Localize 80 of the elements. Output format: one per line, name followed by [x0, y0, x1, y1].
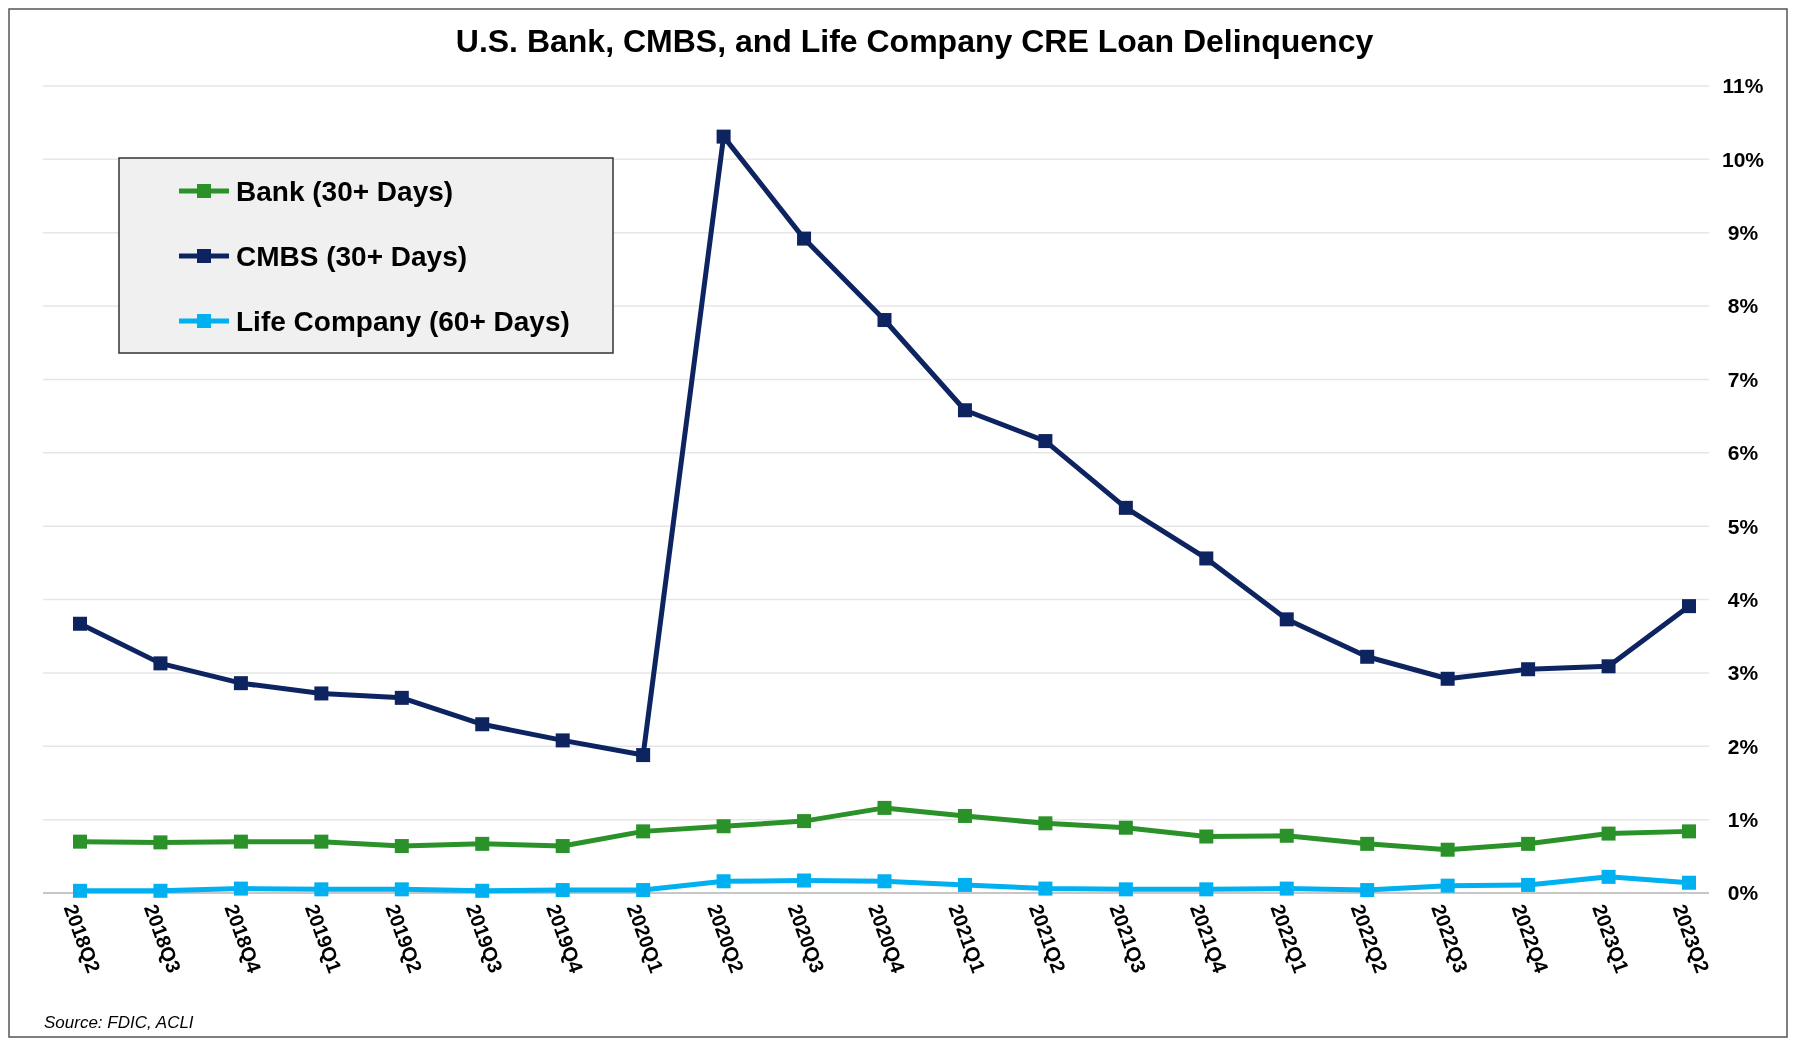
point [957, 877, 972, 892]
legend-label: CMBS (30+ Days) [236, 240, 468, 272]
point [1521, 836, 1536, 851]
point [877, 800, 892, 815]
y-tick-label: 9% [1727, 221, 1759, 245]
point [636, 748, 651, 763]
point [1601, 826, 1616, 841]
point [877, 874, 892, 889]
point [233, 881, 248, 896]
y-tick-label: 1% [1727, 807, 1759, 831]
point [1038, 434, 1053, 449]
point [1521, 877, 1536, 892]
y-tick-label: 8% [1727, 294, 1759, 318]
point [153, 883, 168, 898]
y-tick-label: 3% [1727, 661, 1759, 685]
point [394, 882, 409, 897]
point [1440, 671, 1455, 686]
legend-label: Bank (30+ Days) [236, 175, 454, 207]
point [233, 834, 248, 849]
y-tick-label: 5% [1727, 514, 1759, 538]
point [233, 676, 248, 691]
point [797, 231, 812, 246]
point [394, 690, 409, 705]
point [1279, 828, 1294, 843]
point [716, 819, 731, 834]
point [1118, 500, 1133, 515]
point [636, 883, 651, 898]
point [716, 129, 731, 144]
point [153, 656, 168, 671]
point [797, 873, 812, 888]
point [555, 839, 570, 854]
point [1360, 649, 1375, 664]
point [1601, 659, 1616, 674]
point [1601, 869, 1616, 884]
point [636, 824, 651, 839]
point [153, 835, 168, 850]
y-tick-label: 10% [1721, 147, 1765, 171]
point [957, 403, 972, 418]
point [877, 313, 892, 328]
point [555, 883, 570, 898]
point [394, 839, 409, 854]
point [555, 733, 570, 748]
point [73, 834, 87, 849]
y-tick-label: 11% [1722, 74, 1764, 98]
point [1440, 878, 1455, 893]
point [475, 883, 490, 898]
y-tick-label: 0% [1727, 881, 1759, 905]
point [1118, 820, 1133, 835]
point [1279, 612, 1294, 627]
point [314, 686, 329, 701]
point [1118, 882, 1133, 897]
point [1279, 881, 1294, 896]
point [1360, 883, 1375, 898]
chart-title: U.S. Bank, CMBS, and Life Company CRE Loan Delinquency [455, 23, 1374, 59]
point [716, 874, 731, 889]
point [314, 834, 329, 849]
point [1682, 875, 1696, 890]
point [1038, 881, 1053, 896]
y-tick-label: 2% [1727, 734, 1759, 758]
point [73, 616, 87, 631]
point [1199, 551, 1214, 566]
point [1199, 829, 1214, 844]
point [1440, 842, 1455, 857]
point [1682, 824, 1696, 839]
point [797, 814, 812, 829]
y-tick-label: 7% [1727, 367, 1759, 391]
point [1682, 599, 1696, 614]
legend-label: Life Company (60+ Days) [236, 305, 570, 337]
y-tick-label: 4% [1727, 587, 1759, 611]
point [475, 836, 490, 851]
point [1199, 882, 1214, 897]
y-tick-label: 6% [1727, 441, 1759, 465]
point [1360, 836, 1375, 851]
point [1521, 662, 1536, 677]
point [957, 808, 972, 823]
point [73, 883, 87, 898]
point [475, 717, 490, 732]
source-note: Source: FDIC, ACLI [44, 1013, 194, 1032]
point [1038, 816, 1053, 831]
point [314, 882, 329, 897]
